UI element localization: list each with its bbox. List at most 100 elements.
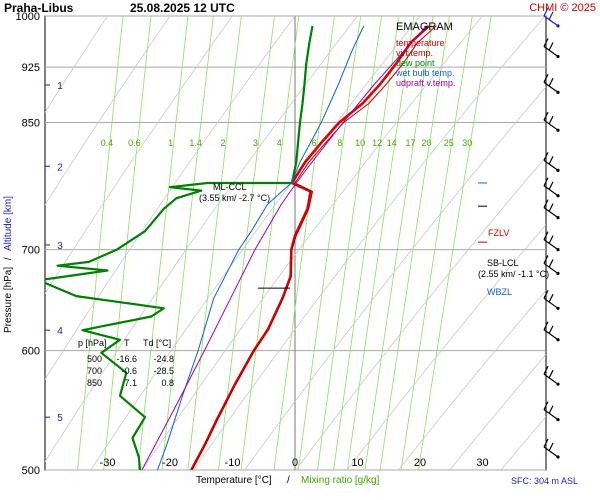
x-axis-title-separator: /	[287, 475, 290, 486]
wind-barb-staff	[543, 329, 559, 341]
table-header-t: T	[124, 338, 130, 348]
mixing-ratio-line	[161, 16, 214, 470]
wind-barb-flag	[543, 290, 549, 299]
dry-adiabat	[449, 353, 546, 470]
mixing-ratio-label: 3	[253, 138, 258, 148]
y-axis-title: Pressure [hPa] / Altitude [km]	[3, 196, 14, 333]
wind-barb-flag	[543, 74, 549, 83]
dry-adiabat	[346, 223, 546, 470]
mixing-ratio-label: 30	[462, 138, 472, 148]
wind-barb-flag	[548, 235, 554, 244]
mixing-ratio-line	[137, 16, 189, 470]
mixing-ratio-line	[317, 16, 382, 470]
mixing-ratio-line	[333, 16, 400, 470]
table-cell: -16.6	[116, 354, 137, 364]
wind-barb-staff	[543, 46, 559, 58]
wind-barb	[543, 321, 560, 342]
mixing-ratio-line	[347, 16, 415, 470]
table-cell: -0.6	[121, 366, 137, 376]
surface-elevation: SFC: 304 m ASL	[511, 476, 578, 486]
wind-barb-staff	[543, 446, 559, 458]
ml-ccl-label: ML-CCL	[213, 182, 247, 192]
mixing-ratio-label: 2	[220, 138, 225, 148]
wind-barb-station	[556, 54, 560, 59]
mixing-ratio-line	[364, 16, 434, 470]
altitude-tick-label: 1	[57, 81, 63, 92]
wind-barb-station	[556, 90, 560, 94]
wind-barb-staff	[543, 15, 559, 27]
credit: CHMI © 2025	[529, 2, 596, 14]
wind-barb-flag	[548, 405, 554, 414]
dry-adiabat	[552, 16, 600, 470]
mixing-ratio-line	[218, 16, 275, 470]
wind-barb-staff	[543, 81, 559, 93]
legend-item-updraft: udpraft v.temp.	[396, 78, 455, 88]
sb-lcl-detail: (2.55 km/ -1.1 °C)	[478, 269, 549, 279]
wind-barb-flag	[548, 259, 554, 268]
wind-barb-flag	[543, 199, 549, 208]
wind-barb-staff	[543, 297, 559, 309]
ml-ccl-detail: (3.55 km/ -2.7 °C)	[199, 193, 270, 203]
x-axis-title-temperature: Temperature [°C]	[196, 475, 272, 486]
mixing-ratio-line	[187, 16, 242, 470]
legend-item-temperature: temperature	[396, 38, 445, 48]
mixing-ratio-label: 1	[168, 138, 173, 148]
pressure-tick-label: 850	[22, 117, 40, 129]
fzlv-label: FZLV	[488, 228, 509, 238]
wind-barb	[543, 401, 560, 422]
wind-barb-flag	[548, 369, 554, 379]
wind-barb-flag	[548, 78, 554, 87]
x-axis-title-mixing: Mixing ratio [g/kg]	[301, 475, 380, 486]
wind-barb-flag	[543, 401, 549, 410]
wind-barb	[543, 365, 560, 386]
wind-barb-station	[556, 382, 560, 386]
dry-adiabat	[90, 16, 421, 470]
table-cell: -28.5	[153, 366, 174, 376]
wind-barb	[543, 38, 560, 59]
wind-barb-station	[556, 128, 560, 132]
wind-barb	[543, 290, 560, 310]
wind-barb-flag	[548, 115, 554, 125]
pressure-tick-label: 1000	[16, 11, 40, 23]
mixing-ratio-line	[103, 16, 152, 470]
temperature-tick-label: 20	[414, 457, 426, 469]
legend-item-wet-bulb: wet bulb temp.	[395, 68, 455, 78]
mixing-ratio-label: 10	[355, 138, 365, 148]
wind-barb-flag	[543, 321, 549, 331]
altitude-tick-label: 5	[57, 413, 63, 424]
pressure-tick-label: 500	[22, 465, 40, 477]
mixing-ratio-label: 6	[312, 138, 317, 148]
mixing-ratio-label: 0.4	[101, 138, 114, 148]
mixing-ratio-lines	[77, 16, 492, 470]
wind-barb-staff	[543, 207, 559, 219]
wind-barb-station	[556, 194, 560, 198]
profile-series	[45, 24, 437, 470]
mixing-ratio-label: 14	[387, 138, 397, 148]
series-dew-point-line	[45, 25, 314, 470]
wind-barb	[543, 231, 560, 252]
wind-barb	[543, 199, 560, 220]
table-cell: 500	[87, 354, 102, 364]
legend-title: EMAGRAM	[396, 21, 453, 33]
wind-barb-flag	[548, 156, 554, 165]
wind-barb	[543, 74, 560, 94]
wind-barb-staff	[543, 409, 559, 421]
wind-barb-staff	[543, 159, 559, 171]
series-udpraft-v-temp-line	[141, 25, 427, 470]
mixing-ratio-line	[418, 16, 492, 470]
altitude-tick-label: 4	[57, 326, 63, 337]
wind-barb-station	[556, 248, 560, 252]
wind-barb-station	[556, 271, 560, 276]
wind-barb-flag	[543, 177, 549, 187]
wind-barb	[543, 177, 560, 198]
temperature-tick-label: -30	[100, 457, 116, 469]
level-markers	[258, 182, 487, 289]
wind-barb-station	[556, 216, 560, 220]
dry-adiabat	[45, 16, 233, 295]
table-cell: 700	[87, 366, 102, 376]
mixing-ratio-label: 8	[337, 138, 342, 148]
dry-adiabat	[45, 16, 296, 380]
wind-barb-flag	[548, 42, 554, 51]
table-cell: 0.8	[161, 378, 174, 388]
legend-item-dew-point: dew point	[396, 58, 435, 68]
